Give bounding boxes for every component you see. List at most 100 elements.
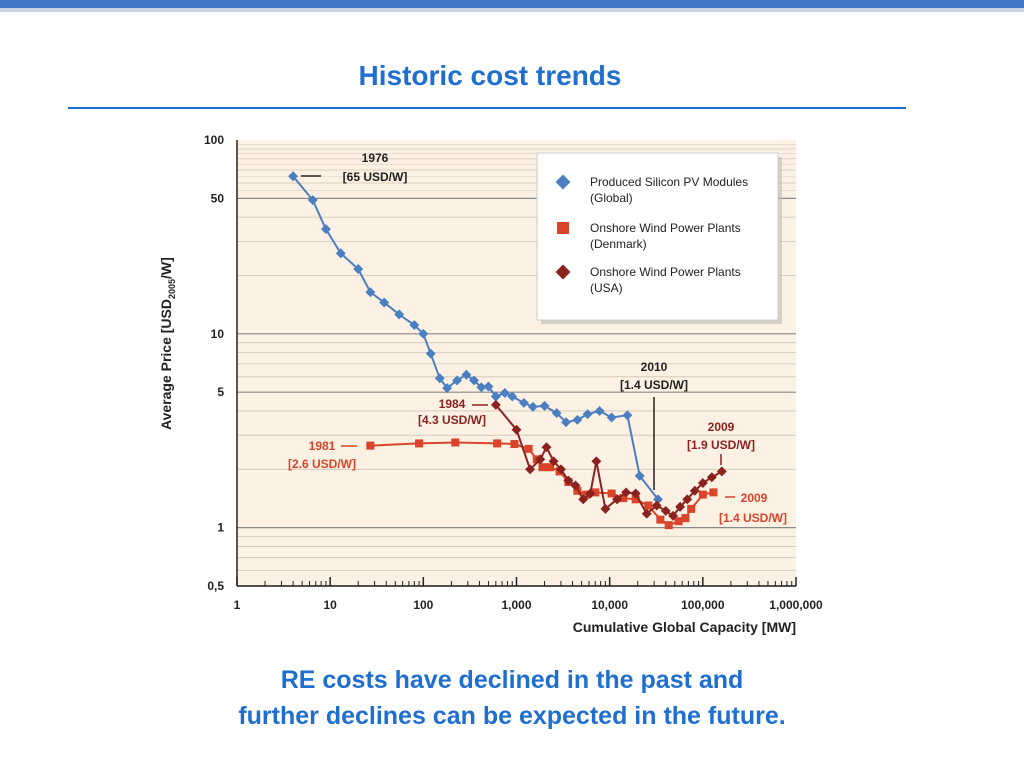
x-tick-label: 1,000,000	[769, 598, 823, 612]
data-point-pv	[320, 224, 331, 235]
data-point-wind-denmark	[415, 439, 424, 448]
annotation-2009-usa-value: [1.9 USD/W]	[687, 438, 755, 452]
data-point-wind-denmark	[607, 489, 616, 498]
data-point-wind-usa	[689, 485, 700, 496]
data-point-pv	[288, 171, 299, 182]
data-point-wind-denmark	[546, 463, 555, 472]
x-tick-label: 1	[234, 598, 241, 612]
slide-caption: RE costs have declined in the past and f…	[0, 662, 1024, 734]
data-point-wind-usa	[621, 487, 632, 498]
data-point-wind-usa	[548, 456, 559, 467]
data-point-pv	[307, 195, 318, 206]
cost-trends-chart: 1 10 100 1,000 10,000 100,000 1,000,0001005010…	[158, 133, 823, 635]
annotation-1981-year: 1981	[309, 439, 336, 453]
y-tick-label: 50	[211, 191, 225, 205]
data-point-wind-denmark	[510, 440, 519, 449]
y-tick-label: 1	[217, 521, 224, 535]
data-point-wind-usa	[541, 442, 552, 453]
data-point-pv	[490, 391, 501, 402]
annotation-2009-denmark-value: [1.4 USD/W]	[719, 511, 787, 525]
data-point-pv	[551, 408, 562, 419]
data-point-wind-denmark	[674, 517, 683, 526]
data-point-pv	[594, 405, 605, 416]
data-point-wind-denmark	[366, 441, 375, 450]
data-point-pv	[561, 417, 571, 428]
top-accent-shadow	[0, 8, 1024, 12]
caption-line-1: RE costs have declined in the past and	[280, 666, 744, 694]
data-point-pv	[539, 400, 550, 411]
data-point-wind-denmark	[644, 501, 653, 510]
data-point-pv	[527, 401, 538, 412]
annotation-1984: 1984 [4.3 USD/W]	[418, 397, 488, 427]
legend-item-pv: Produced Silicon PV Modules (Global)	[555, 174, 748, 205]
legend-marker-wind-denmark	[557, 222, 569, 234]
legend-box	[536, 152, 779, 321]
x-tick-label: 100	[413, 598, 433, 612]
series-pv	[288, 171, 663, 505]
data-point-pv	[572, 414, 583, 425]
data-point-wind-denmark	[451, 438, 460, 447]
data-point-wind-usa	[682, 494, 693, 505]
annotation-1976-value: [65 USD/W]	[343, 170, 408, 184]
legend: Produced Silicon PV Modules (Global) Onsho…	[536, 152, 782, 324]
annotation-2009-usa: 2009 [1.9 USD/W]	[687, 420, 755, 465]
data-point-pv	[394, 309, 405, 320]
data-point-wind-denmark	[619, 494, 628, 503]
data-point-pv	[409, 320, 420, 331]
annotation-1984-value: [4.3 USD/W]	[418, 413, 486, 427]
y-axis-label: Average Price [USD2005/W]	[158, 257, 177, 430]
annotation-1976-year: 1976	[362, 151, 389, 165]
data-point-wind-denmark	[681, 514, 690, 523]
x-axis-label: Cumulative Global Capacity [MW]	[573, 619, 796, 635]
data-point-wind-denmark	[591, 488, 600, 497]
data-point-wind-usa	[706, 472, 717, 483]
data-point-wind-usa	[675, 501, 686, 512]
annotation-1976: 1976 [65 USD/W]	[301, 151, 407, 184]
legend-label-wind-usa: Onshore Wind Power Plants	[590, 265, 741, 279]
annotation-1981: 1981 [2.6 USD/W]	[288, 439, 357, 471]
legend-label-pv: Produced Silicon PV Modules	[590, 175, 748, 189]
data-point-wind-usa	[668, 510, 679, 521]
data-point-pv	[442, 383, 453, 394]
data-point-wind-usa	[490, 399, 501, 410]
data-point-wind-usa	[585, 488, 596, 499]
data-point-wind-usa	[630, 488, 641, 499]
data-point-wind-usa	[660, 505, 671, 516]
y-tick-label: 100	[204, 133, 224, 147]
data-point-wind-usa	[563, 475, 574, 486]
data-point-pv	[434, 373, 445, 384]
data-point-wind-denmark	[698, 490, 707, 499]
annotation-2009-denmark-year: 2009	[741, 491, 768, 505]
data-point-wind-usa	[555, 464, 566, 475]
data-point-pv	[461, 369, 472, 380]
data-point-wind-denmark	[664, 521, 673, 530]
title-underline	[68, 107, 906, 109]
data-point-pv	[425, 348, 436, 359]
x-tick-label: 1,000	[501, 598, 531, 612]
annotation-2010-year: 2010	[641, 360, 668, 374]
data-point-wind-usa	[716, 466, 727, 477]
data-point-pv	[476, 382, 487, 393]
y-tick-label: 10	[211, 327, 225, 341]
series-wind-usa	[490, 399, 727, 521]
data-point-wind-usa	[525, 464, 536, 475]
data-point-wind-denmark	[524, 444, 533, 453]
legend-sublabel-pv: (Global)	[590, 191, 633, 205]
data-point-pv	[634, 470, 645, 481]
data-point-pv	[335, 248, 346, 259]
top-accent-bar	[0, 0, 1024, 8]
plot-axes	[236, 140, 797, 587]
legend-sublabel-wind-usa: (USA)	[590, 281, 623, 295]
legend-item-wind-usa: Onshore Wind Power Plants (USA)	[555, 264, 741, 295]
data-point-wind-usa	[600, 503, 611, 514]
data-point-pv	[507, 391, 518, 402]
data-point-pv	[379, 297, 390, 308]
data-point-wind-usa	[511, 424, 522, 435]
tick-labels: 1 10 100 1,000 10,000 100,000 1,000,0001005010…	[204, 133, 823, 612]
legend-marker-wind-usa	[555, 264, 571, 280]
data-point-wind-usa	[578, 494, 589, 505]
x-tick-label: 100,000	[681, 598, 725, 612]
data-point-pv	[606, 412, 617, 423]
data-point-wind-denmark	[709, 488, 718, 497]
data-point-wind-usa	[591, 456, 602, 467]
